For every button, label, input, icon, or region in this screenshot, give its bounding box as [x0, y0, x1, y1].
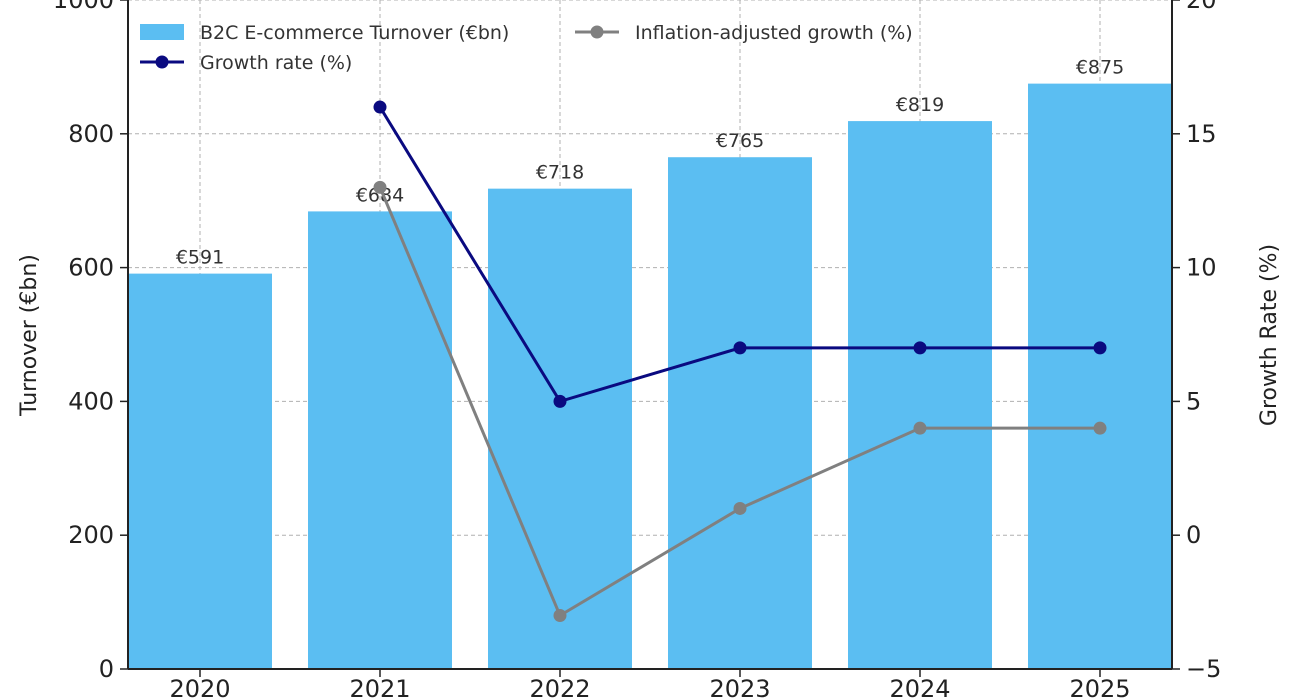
bar-value-label: €875: [1076, 57, 1124, 79]
bar: [488, 188, 632, 669]
series-point: [733, 341, 747, 355]
bar: [128, 273, 272, 669]
y-axis-title: Turnover (€bn): [17, 254, 42, 417]
bar-value-label: €591: [176, 247, 224, 269]
bar-value-label: €765: [716, 130, 764, 152]
y2-tick-label: 20: [1186, 0, 1217, 14]
series-point: [373, 100, 387, 114]
legend-label: B2C E-commerce Turnover (€bn): [200, 22, 509, 44]
bar: [308, 211, 452, 670]
bar-series: [128, 83, 1172, 670]
y2-axis-title: Growth Rate (%): [1257, 244, 1282, 426]
bar: [668, 157, 812, 669]
y2-tick-label: 5: [1186, 387, 1201, 415]
series-point: [553, 608, 567, 622]
series-point: [553, 394, 567, 408]
y-tick-label: 1000: [53, 0, 114, 14]
y-tick-label: 0: [99, 655, 114, 683]
x-tick-label: 2025: [1069, 675, 1130, 700]
series-point: [733, 501, 747, 515]
bar-value-label: €819: [896, 94, 944, 116]
series-point: [913, 341, 927, 355]
y2-tick-label: 10: [1186, 254, 1217, 282]
bar-data-labels: €591 €684 €718 €765 €819 €875: [176, 57, 1124, 269]
y-tick-label: 600: [68, 254, 114, 282]
y-tick-label: 200: [68, 521, 114, 549]
series-point: [913, 421, 927, 435]
bar: [848, 121, 992, 670]
x-tick-label: 2022: [529, 675, 590, 700]
bar-value-label: €718: [536, 162, 584, 184]
legend-marker: [590, 25, 604, 39]
x-tick-label: 2020: [169, 675, 230, 700]
y2-tick-label: 0: [1186, 521, 1201, 549]
grid: [128, 0, 1172, 670]
y2-tick-label: −5: [1186, 655, 1221, 683]
x-tick-label: 2021: [349, 675, 410, 700]
bar-value-label: €684: [356, 184, 404, 206]
x-tick-label: 2023: [709, 675, 770, 700]
legend-label: Inflation-adjusted growth (%): [635, 22, 913, 44]
y2-tick-label: 15: [1186, 120, 1217, 148]
legend: B2C E-commerce Turnover (€bn) Inflation-a…: [140, 22, 913, 74]
series-point: [1093, 341, 1107, 355]
series-point: [373, 180, 387, 194]
y-tick-label: 400: [68, 387, 114, 415]
y-tick-label: 800: [68, 120, 114, 148]
bar: [1028, 83, 1172, 669]
line-series: [373, 100, 1107, 622]
series-point: [1093, 421, 1107, 435]
legend-label: Growth rate (%): [200, 52, 352, 74]
legend-marker: [155, 55, 169, 69]
x-tick-label: 2024: [889, 675, 950, 700]
legend-swatch: [140, 24, 184, 40]
